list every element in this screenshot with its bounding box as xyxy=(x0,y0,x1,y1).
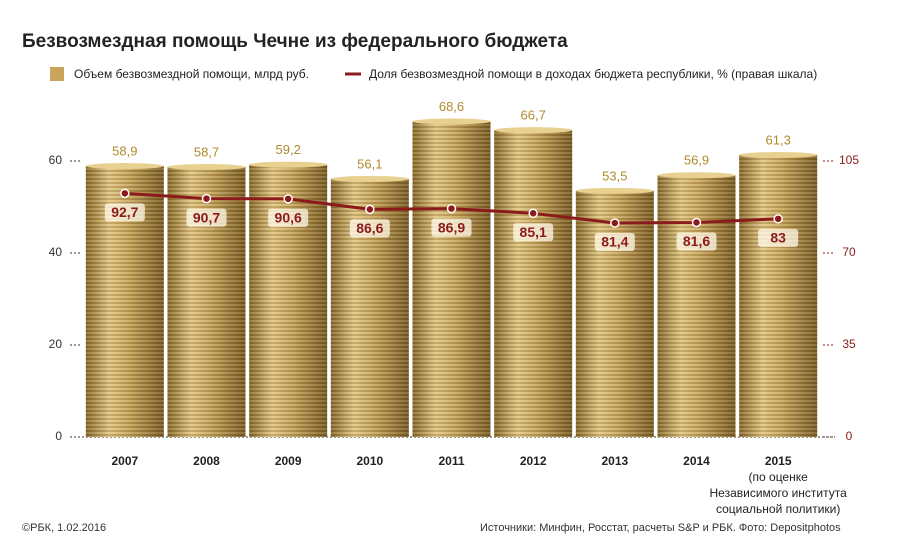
bar-texture xyxy=(575,190,654,437)
legend-swatch xyxy=(50,67,64,81)
chart-title: Безвозмездная помощь Чечне из федерально… xyxy=(22,31,568,52)
y2-tick-label: 0 xyxy=(846,429,853,443)
bar-top xyxy=(575,187,654,194)
x-tick-label: 2010 xyxy=(356,454,383,468)
bar-value-label: 59,2 xyxy=(276,142,301,157)
legend-label: Доля безвозмездной помощи в доходах бюдж… xyxy=(369,67,817,81)
line-value-label: 90,6 xyxy=(275,210,302,226)
label-bg xyxy=(594,233,635,252)
x-tick-label: 2014 xyxy=(683,454,710,468)
bar-value-label: 56,1 xyxy=(357,156,382,171)
line-point xyxy=(773,214,783,224)
bar-top xyxy=(412,118,491,125)
bar-top xyxy=(330,175,409,182)
x-tick-label: 2007 xyxy=(111,454,138,468)
bar-top xyxy=(85,163,164,170)
y-tick-label: 0 xyxy=(55,429,62,443)
line-point xyxy=(528,208,538,219)
line-value-label: 81,4 xyxy=(601,234,628,250)
line-point xyxy=(691,217,702,228)
line-value-label: 92,7 xyxy=(111,204,138,220)
line-value-label: 90,7 xyxy=(193,209,220,225)
x-tick-label: 2012 xyxy=(520,454,547,468)
line-value-label: 81,6 xyxy=(683,233,710,249)
y-tick-label: 20 xyxy=(49,337,63,351)
credit: ©РБК, 1.02.2016 xyxy=(22,522,106,534)
bar-top xyxy=(657,172,736,179)
line-value-label: 83 xyxy=(770,230,786,246)
bar-texture xyxy=(494,130,573,437)
bar-top xyxy=(739,152,818,159)
label-bg xyxy=(431,218,472,237)
x-note: социальной политики) xyxy=(716,502,840,516)
bar-texture xyxy=(739,155,818,437)
bar-top xyxy=(494,127,573,134)
bar-top xyxy=(167,163,246,170)
y-tick-label: 60 xyxy=(49,153,63,167)
label-bg xyxy=(268,208,309,227)
label-bg xyxy=(758,228,799,247)
bar-value-label: 68,6 xyxy=(439,99,464,114)
x-tick-label: 2011 xyxy=(438,454,464,468)
x-tick-label: 2008 xyxy=(193,454,220,468)
line-point xyxy=(201,193,212,204)
line-value-label: 86,9 xyxy=(438,219,465,235)
bar-value-label: 58,7 xyxy=(194,144,219,159)
label-bg xyxy=(104,203,145,222)
bar-texture xyxy=(167,166,246,438)
line-point xyxy=(365,204,375,215)
line-point xyxy=(446,203,457,214)
bar-value-label: 58,9 xyxy=(112,143,137,158)
line-point xyxy=(283,194,293,204)
legend-label: Объем безвозмездной помощи, млрд руб. xyxy=(74,67,309,81)
bar-value-label: 66,7 xyxy=(521,108,546,123)
bar-value-label: 53,5 xyxy=(602,168,627,183)
x-tick-label: 2009 xyxy=(275,454,302,468)
label-bg xyxy=(186,208,227,227)
bar-top xyxy=(249,161,328,168)
bar-texture xyxy=(249,164,328,437)
bar-texture xyxy=(330,178,409,437)
line-value-label: 85,1 xyxy=(520,224,547,240)
label-bg xyxy=(513,223,554,242)
y2-tick-label: 35 xyxy=(842,337,856,351)
y2-tick-label: 70 xyxy=(842,245,856,259)
x-note: (по оценке xyxy=(749,470,809,484)
x-note: Независимого института xyxy=(710,486,848,500)
line-value-label: 86,6 xyxy=(356,220,383,236)
bar-value-label: 61,3 xyxy=(766,132,791,147)
source: Источники: Минфин, Росстат, расчеты S&P … xyxy=(480,522,841,534)
bar-texture xyxy=(412,121,491,437)
bar-value-label: 56,9 xyxy=(684,153,709,168)
y-tick-label: 40 xyxy=(49,245,63,259)
label-bg xyxy=(676,232,717,251)
line-point xyxy=(610,218,620,228)
y2-tick-label: 105 xyxy=(839,153,859,167)
label-bg xyxy=(349,219,390,238)
bar-texture xyxy=(657,175,736,437)
x-tick-label: 2015 xyxy=(765,454,792,468)
line-point xyxy=(120,188,130,199)
x-tick-label: 2013 xyxy=(601,454,628,468)
